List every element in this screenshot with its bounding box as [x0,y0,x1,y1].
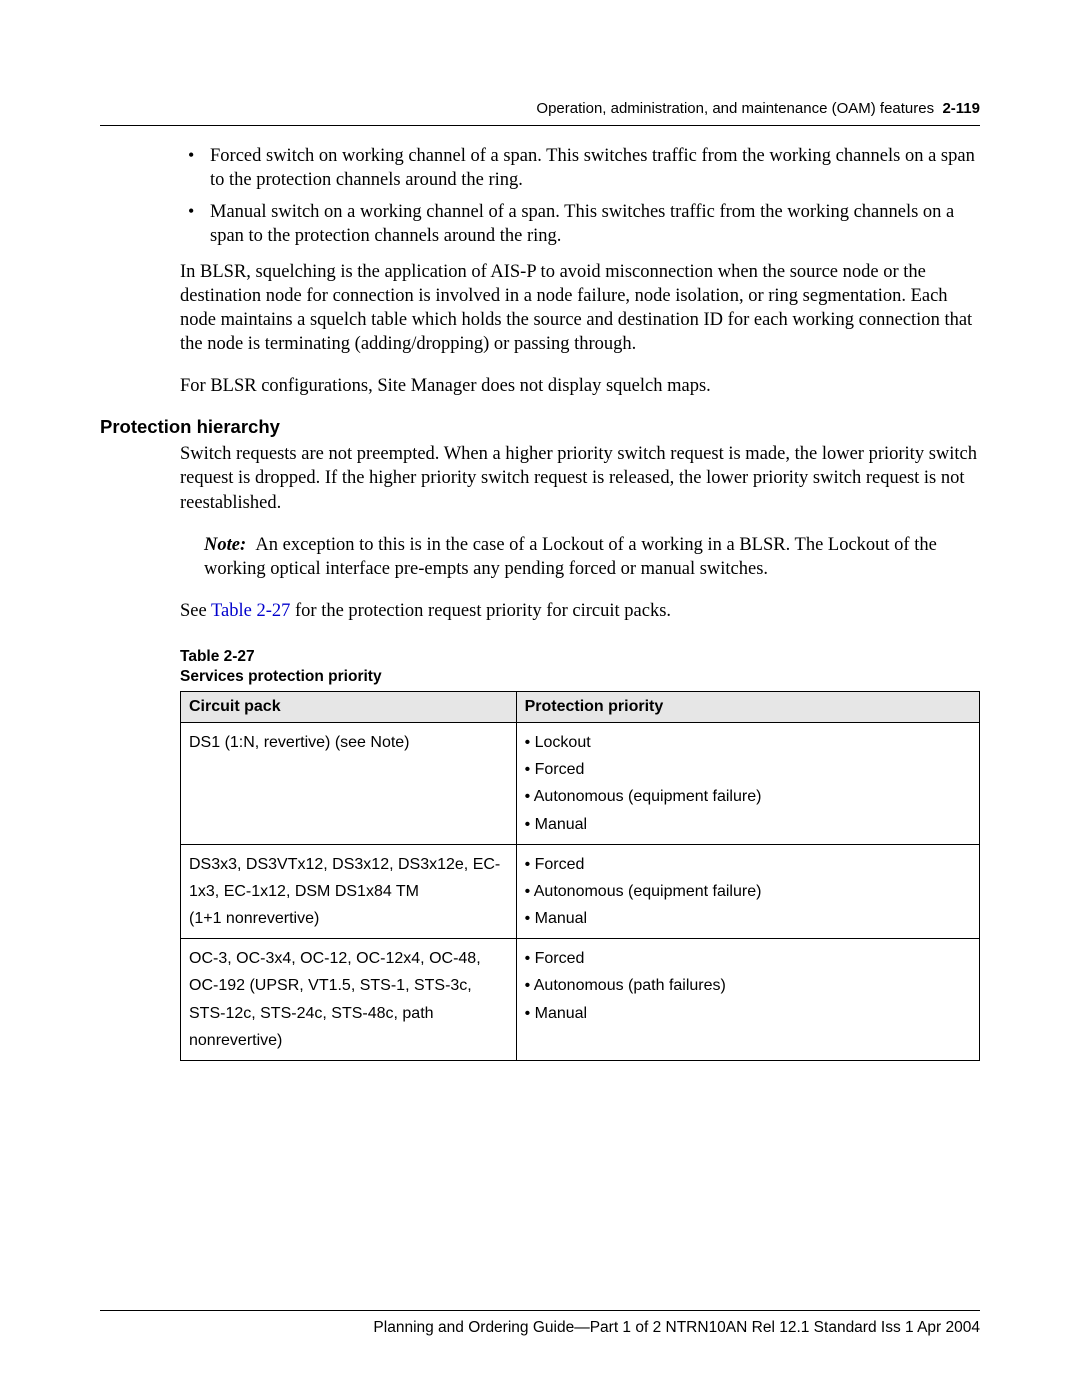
page-header: Operation, administration, and maintenan… [100,100,980,126]
body-paragraph: Switch requests are not preempted. When … [180,442,980,514]
section-heading: Protection hierarchy [100,416,980,438]
xref-pre-text: See [180,601,211,621]
priority-item: Autonomous (path failures) [525,972,971,999]
priority-item: Forced [525,851,971,878]
table-cell-circuit-pack: DS1 (1:N, revertive) (see Note) [181,722,517,844]
bullet-list: Forced switch on working channel of a sp… [180,144,980,248]
body-paragraph: For BLSR configurations, Site Manager do… [180,374,980,398]
xref-post-text: for the protection request priority for … [290,601,671,621]
table-column-header: Protection priority [516,691,979,722]
table-cell-priorities: Forced Autonomous (path failures) Manual [516,939,979,1061]
table-cross-reference-link[interactable]: Table 2-27 [211,601,290,621]
table-caption: Table 2-27 Services protection priority [180,647,980,687]
note-text: An exception to this is in the case of a… [204,535,937,579]
table-title: Services protection priority [180,668,382,685]
header-page-number: 2-119 [942,100,980,117]
priority-item: Manual [525,1000,971,1027]
table-row: DS1 (1:N, revertive) (see Note) Lockout … [181,722,980,844]
table-row: DS3x3, DS3VTx12, DS3x12, DS3x12e, EC-1x3… [181,844,980,939]
priority-item: Manual [525,811,971,838]
table-cell-circuit-pack: DS3x3, DS3VTx12, DS3x12, DS3x12e, EC-1x3… [181,844,517,939]
priority-item: Autonomous (equipment failure) [525,878,971,905]
list-item: Forced switch on working channel of a sp… [180,144,980,192]
table-cell-priorities: Lockout Forced Autonomous (equipment fai… [516,722,979,844]
header-title: Operation, administration, and maintenan… [536,100,934,117]
priority-item: Lockout [525,729,971,756]
table-number: Table 2-27 [180,648,255,665]
note-block: Note: An exception to this is in the cas… [204,533,980,581]
page-content: Forced switch on working channel of a sp… [180,144,980,1061]
priority-item: Manual [525,905,971,932]
protection-priority-table: Circuit pack Protection priority DS1 (1:… [180,691,980,1061]
priority-item: Forced [525,756,971,783]
priority-item: Autonomous (equipment failure) [525,783,971,810]
note-label: Note: [204,535,246,555]
table-row: OC-3, OC-3x4, OC-12, OC-12x4, OC-48, OC-… [181,939,980,1061]
body-paragraph: See Table 2-27 for the protection reques… [180,599,980,623]
table-cell-priorities: Forced Autonomous (equipment failure) Ma… [516,844,979,939]
body-paragraph: In BLSR, squelching is the application o… [180,260,980,356]
page-footer: Planning and Ordering Guide—Part 1 of 2 … [100,1310,980,1337]
list-item: Manual switch on a working channel of a … [180,200,980,248]
table-cell-circuit-pack: OC-3, OC-3x4, OC-12, OC-12x4, OC-48, OC-… [181,939,517,1061]
priority-item: Forced [525,945,971,972]
table-column-header: Circuit pack [181,691,517,722]
